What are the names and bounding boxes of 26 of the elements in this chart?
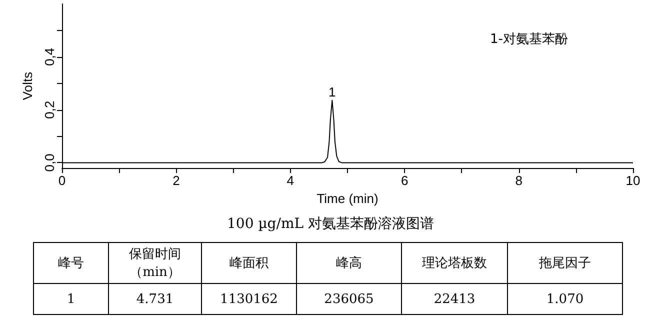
text: 100 µg/mL 对氨基苯酚溶液图谱 (227, 216, 434, 232)
y-axis-title: Volts (20, 71, 35, 100)
y-tick-label: 0,2 (42, 100, 57, 119)
x-tick-label: 6 (400, 173, 408, 188)
y-tick-label: 0,0 (42, 154, 57, 172)
text: 4.731 (108, 284, 202, 314)
annotation: 1-对氨基苯酚 (490, 31, 568, 48)
x-tick-label: 8 (515, 173, 522, 188)
x-tick-label: 0 (58, 173, 66, 188)
text: 22413 (402, 284, 508, 314)
x-tick-label: 4 (286, 173, 294, 188)
x-tick-label: 2 (172, 173, 180, 188)
text: 1 (34, 284, 108, 314)
annotation: 1 (328, 84, 336, 100)
text: 1.070 (508, 284, 622, 314)
x-tick-label: 10 (626, 173, 640, 188)
text: 峰高 (296, 242, 402, 284)
y-tick-label: 0,4 (42, 48, 57, 66)
text: 峰面积 (202, 242, 296, 284)
text: 峰号 (34, 242, 108, 284)
text: 保留时间（min） (108, 242, 202, 284)
text: 理论塔板数 (402, 242, 508, 284)
text: 拖尾因子 (508, 242, 622, 284)
x-axis-title: Time (min) (316, 190, 378, 206)
text: 236065 (296, 284, 402, 314)
text: 1130162 (202, 284, 296, 314)
